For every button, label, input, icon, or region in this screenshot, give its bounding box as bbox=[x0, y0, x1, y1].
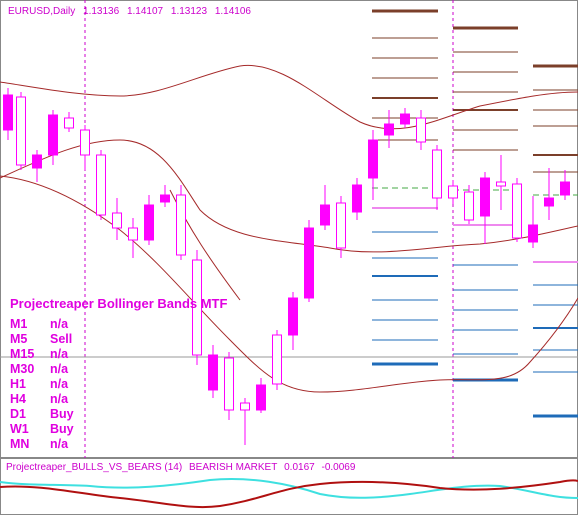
candle-body bbox=[432, 149, 442, 199]
tf-label: M30 bbox=[10, 362, 35, 376]
candle-body bbox=[352, 184, 362, 213]
candle-body bbox=[528, 224, 538, 243]
open-value: 1.13136 bbox=[83, 6, 120, 17]
tf-row-m15: M15 n/a bbox=[10, 347, 68, 361]
chart-header: EURUSD,Daily 1.13136 1.14107 1.13123 1.1… bbox=[8, 6, 256, 17]
candle-body bbox=[192, 259, 202, 356]
subwindow-status: BEARISH MARKET bbox=[188, 462, 278, 473]
tf-row-m5: M5 Sell bbox=[10, 332, 72, 346]
tf-row-h1: H1 n/a bbox=[10, 377, 68, 391]
tf-signal: Buy bbox=[50, 407, 74, 421]
candle-body bbox=[480, 177, 490, 217]
candle-body bbox=[96, 154, 106, 216]
symbol-label: EURUSD,Daily bbox=[8, 6, 76, 17]
tf-signal: n/a bbox=[50, 317, 69, 331]
candle-body bbox=[448, 185, 458, 199]
candle-body bbox=[112, 212, 122, 229]
tf-label: D1 bbox=[10, 407, 26, 421]
subwindow-header: Projectreaper_BULLS_VS_BEARS (14) BEARIS… bbox=[6, 462, 359, 473]
tf-signal: n/a bbox=[50, 437, 69, 451]
candle-body bbox=[416, 117, 426, 143]
bears-line bbox=[0, 479, 578, 509]
tf-signal: n/a bbox=[50, 362, 69, 376]
candle-body bbox=[256, 384, 266, 411]
bollinger-upper bbox=[0, 64, 578, 130]
tf-label: M1 bbox=[10, 317, 28, 331]
tf-signal: n/a bbox=[50, 347, 69, 361]
tf-label: H1 bbox=[10, 377, 26, 391]
candle-body bbox=[336, 202, 346, 249]
candle-body bbox=[512, 183, 522, 239]
bulls-line bbox=[0, 477, 578, 499]
tf-label: W1 bbox=[10, 422, 29, 436]
candle-body bbox=[320, 204, 330, 226]
tf-label: MN bbox=[10, 437, 30, 451]
candle-body bbox=[304, 227, 314, 299]
tf-row-mn: MN n/a bbox=[10, 437, 68, 451]
tf-row-h4: H4 n/a bbox=[10, 392, 68, 406]
tf-label: M5 bbox=[10, 332, 28, 346]
candle-body bbox=[496, 181, 506, 187]
candle-body bbox=[64, 117, 74, 129]
tf-row-d1: D1 Buy bbox=[10, 407, 74, 421]
candle-body bbox=[400, 113, 410, 125]
candle-body bbox=[32, 154, 42, 169]
tf-label: M15 bbox=[10, 347, 35, 361]
candle-body bbox=[384, 123, 394, 136]
bollinger-lower bbox=[0, 175, 578, 393]
candle-body bbox=[240, 402, 250, 411]
candle-body bbox=[176, 194, 186, 256]
tf-signal: Sell bbox=[50, 332, 73, 346]
candle-body bbox=[208, 354, 218, 391]
candle-body bbox=[368, 139, 378, 179]
candle-body bbox=[224, 357, 234, 411]
tf-signal: n/a bbox=[50, 377, 69, 391]
candle-body bbox=[128, 227, 138, 241]
candle-body bbox=[160, 194, 170, 203]
tf-label: H4 bbox=[10, 392, 26, 406]
tf-row-m1: M1 n/a bbox=[10, 317, 68, 331]
tf-row-w1: W1 Buy bbox=[10, 422, 74, 436]
candle-body bbox=[288, 297, 298, 336]
candle-body bbox=[560, 181, 570, 196]
high-value: 1.14107 bbox=[126, 6, 164, 17]
candle-body bbox=[48, 114, 58, 156]
close-value: 1.14106 bbox=[214, 6, 251, 17]
candle-body bbox=[144, 204, 154, 241]
subwindow-value-1: 0.0167 bbox=[284, 462, 315, 473]
candle-body bbox=[464, 191, 474, 221]
candle-body bbox=[272, 334, 282, 385]
bollinger-middle bbox=[0, 139, 578, 253]
candle-body bbox=[80, 129, 90, 156]
candle-body bbox=[544, 197, 554, 207]
candle-body bbox=[3, 94, 13, 131]
subwindow-value-2: -0.0069 bbox=[321, 462, 356, 473]
subwindow-indicator-name: Projectreaper_BULLS_VS_BEARS (14) bbox=[6, 462, 183, 473]
low-value: 1.13123 bbox=[170, 6, 208, 17]
tf-signal: n/a bbox=[50, 392, 69, 406]
main-window-border bbox=[0, 0, 578, 458]
tf-row-m30: M30 n/a bbox=[10, 362, 68, 376]
candle-body bbox=[16, 96, 26, 166]
indicator-panel-title: Projectreaper Bollinger Bands MTF bbox=[10, 296, 228, 311]
tf-signal: Buy bbox=[50, 422, 74, 436]
